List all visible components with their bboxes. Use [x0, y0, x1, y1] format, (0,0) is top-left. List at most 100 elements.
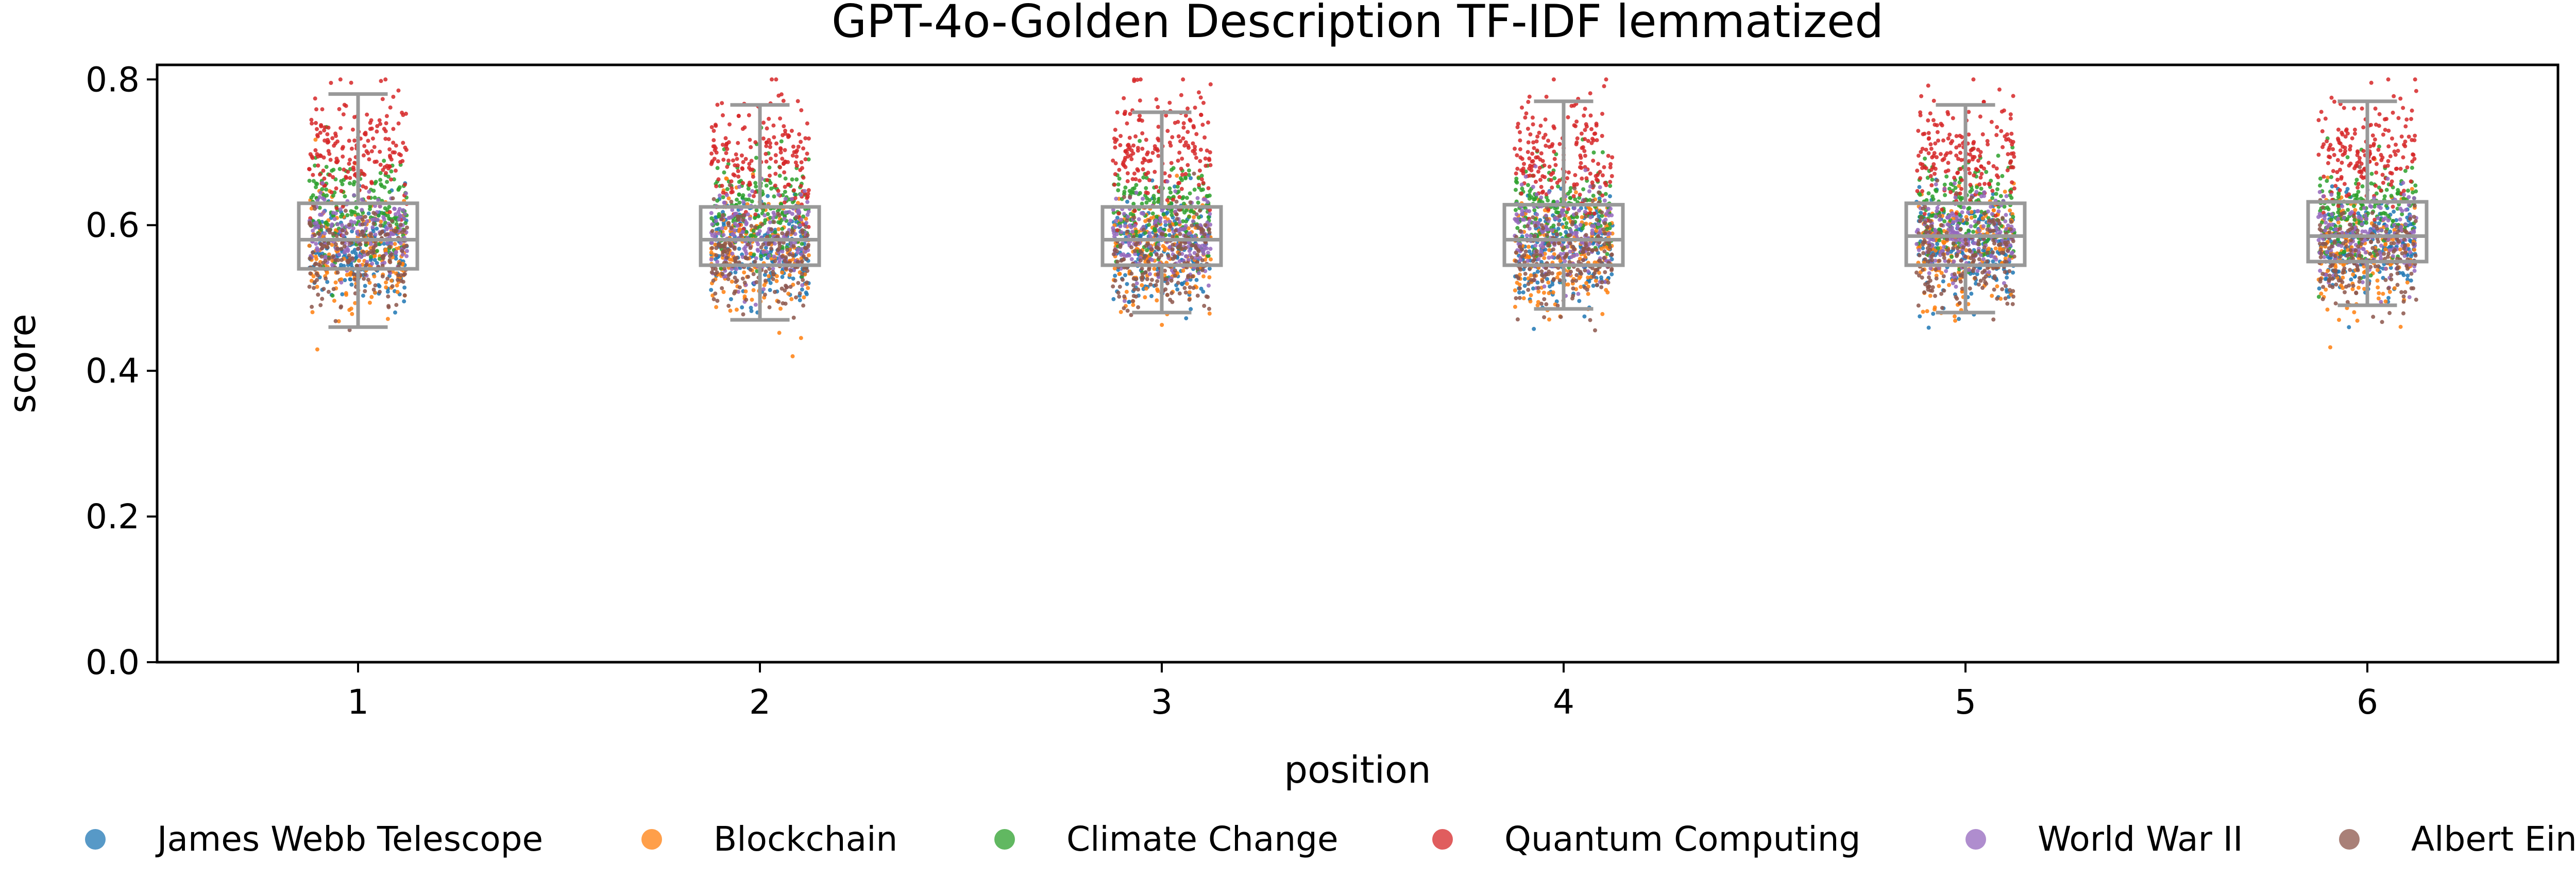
data-point: [1608, 245, 1612, 249]
data-point: [762, 213, 767, 218]
data-point: [352, 220, 357, 225]
data-point: [766, 194, 770, 198]
data-point: [720, 143, 725, 147]
data-point: [1149, 278, 1154, 282]
data-point: [321, 287, 326, 291]
data-point: [1551, 278, 1556, 282]
data-point: [336, 252, 341, 257]
data-point: [1523, 271, 1528, 276]
data-point: [1150, 211, 1155, 216]
data-point: [1170, 291, 1174, 296]
data-point: [1193, 256, 1197, 261]
data-point: [1519, 182, 1524, 187]
data-point: [389, 157, 394, 162]
data-point: [398, 153, 403, 158]
data-point: [745, 256, 750, 261]
data-point: [1596, 222, 1601, 227]
data-point: [756, 214, 761, 219]
data-point: [1949, 249, 1953, 254]
data-point: [1171, 234, 1175, 239]
data-point: [780, 249, 785, 254]
data-point: [725, 147, 730, 151]
data-point: [312, 221, 317, 226]
data-point: [805, 196, 809, 200]
data-point: [761, 250, 766, 254]
data-point: [794, 177, 799, 182]
data-point: [776, 193, 781, 197]
data-point: [806, 188, 811, 193]
data-point: [1192, 125, 1196, 130]
data-point: [765, 235, 770, 239]
data-point: [311, 274, 316, 279]
data-point: [396, 121, 401, 126]
data-point: [766, 230, 771, 234]
data-point: [386, 137, 391, 142]
data-point: [394, 251, 398, 255]
data-point: [1513, 208, 1518, 212]
data-point: [2011, 270, 2015, 275]
data-point: [1191, 219, 1195, 223]
data-point: [348, 167, 352, 171]
data-point: [805, 151, 809, 156]
data-point: [354, 264, 359, 268]
data-point: [314, 120, 318, 125]
data-point: [1119, 230, 1124, 234]
data-point: [800, 241, 804, 246]
data-point: [1574, 225, 1579, 229]
data-point: [383, 233, 388, 237]
data-point: [1566, 272, 1570, 277]
data-point: [1526, 258, 1530, 263]
data-point: [1972, 173, 1976, 178]
data-point: [733, 270, 738, 274]
data-point: [1114, 249, 1119, 253]
data-point: [749, 159, 754, 163]
data-point: [1187, 146, 1191, 150]
data-point: [1604, 227, 1609, 231]
data-point: [1206, 120, 1210, 125]
data-point: [751, 272, 756, 277]
data-point: [1158, 216, 1163, 220]
data-point: [1155, 279, 1160, 284]
data-point: [783, 148, 787, 152]
data-point: [715, 270, 719, 274]
data-point: [1125, 151, 1129, 156]
data-point: [398, 241, 403, 246]
data-point: [1175, 287, 1180, 292]
data-point: [717, 231, 721, 236]
data-point: [747, 113, 751, 117]
data-point: [313, 233, 317, 237]
data-point: [1181, 77, 1185, 82]
data-point: [360, 217, 365, 222]
data-point: [1147, 266, 1151, 270]
data-point: [725, 187, 730, 192]
data-point: [1113, 128, 1117, 132]
data-point: [369, 232, 374, 237]
data-point: [1600, 312, 1605, 316]
data-point: [1533, 164, 1538, 169]
data-point: [1602, 221, 1607, 226]
data-point: [313, 280, 317, 284]
data-point: [389, 177, 393, 182]
data-point: [1183, 175, 1188, 180]
data-point: [800, 283, 805, 287]
data-point: [1133, 252, 1138, 256]
data-point: [755, 232, 760, 236]
data-point: [1975, 272, 1979, 277]
data-point: [806, 157, 811, 162]
data-point: [803, 136, 808, 141]
data-point: [725, 193, 729, 197]
data-point: [1583, 107, 1587, 111]
data-point: [1600, 134, 1604, 138]
strip-points: [307, 77, 2418, 358]
data-point: [349, 282, 354, 287]
data-point: [332, 217, 337, 221]
data-point: [1544, 94, 1549, 99]
data-point: [316, 262, 321, 267]
data-point: [721, 113, 725, 117]
data-point: [778, 306, 783, 311]
data-point: [1202, 232, 1207, 237]
data-point: [736, 289, 741, 294]
data-point: [1588, 215, 1593, 219]
data-point: [789, 268, 793, 273]
data-point: [1546, 280, 1551, 285]
